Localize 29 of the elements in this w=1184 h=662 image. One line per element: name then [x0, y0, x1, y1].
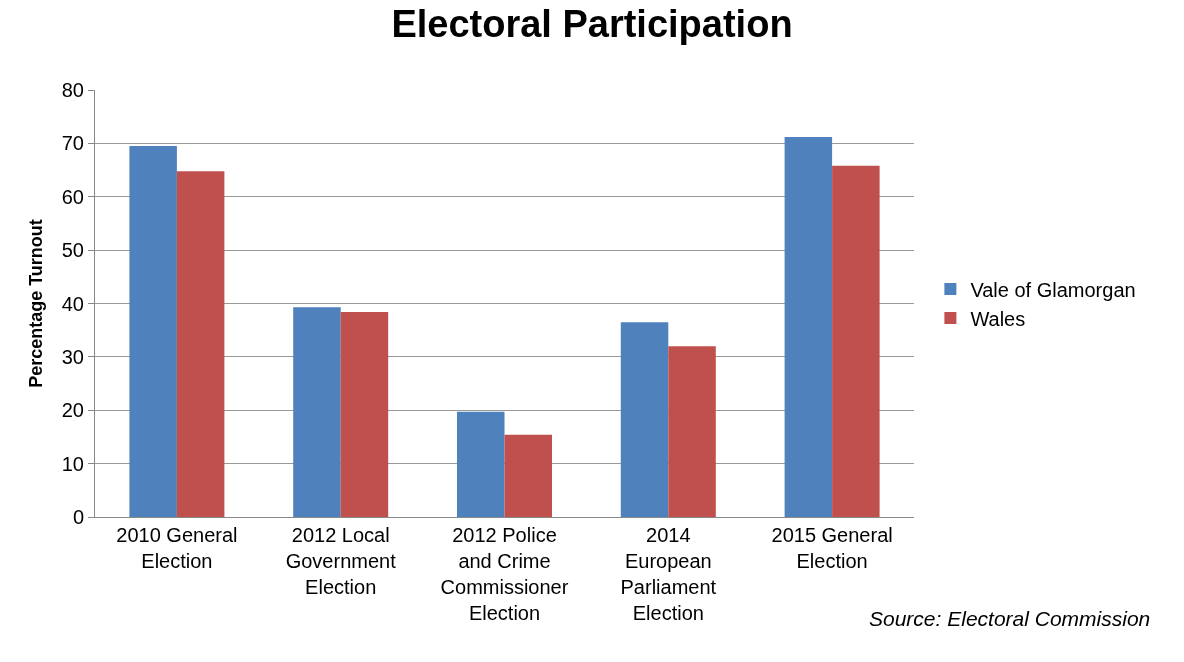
bar	[457, 411, 505, 517]
x-tick-label: 2010 General Election	[116, 524, 238, 572]
y-tick-label: 80	[61, 79, 84, 101]
legend-label: Wales	[970, 307, 1026, 330]
y-tick-label: 10	[61, 452, 84, 475]
x-tick-label: 2012 Local Government Election	[285, 524, 397, 598]
y-tick-label: 70	[61, 132, 84, 155]
bar	[668, 346, 716, 517]
y-tick-label: 40	[61, 292, 84, 315]
y-tick-label: 30	[61, 345, 84, 368]
bar	[784, 136, 833, 517]
bar	[832, 165, 880, 517]
x-tick-label: 2014 European Parliament Election	[620, 524, 717, 624]
legend-label: Vale of Glamorgan	[970, 278, 1136, 301]
bar	[340, 312, 389, 517]
y-tick-label: 60	[61, 185, 84, 208]
y-axis-title: Percentage Turnout	[25, 219, 46, 388]
bar	[504, 434, 552, 517]
bar	[176, 171, 225, 517]
bar	[293, 307, 341, 517]
y-tick-label: 20	[61, 399, 84, 422]
y-tick-label: 0	[72, 506, 84, 528]
chart-title: Electoral Participation	[391, 2, 793, 45]
bar	[129, 146, 177, 517]
x-tick-label: 2015 General Election	[771, 524, 893, 572]
source-note: Source: Electoral Commission	[869, 607, 1151, 630]
bar	[620, 322, 669, 517]
y-tick-label: 50	[61, 239, 84, 262]
x-tick-label: 2012 Police and Crime Commissioner Election	[440, 524, 569, 624]
